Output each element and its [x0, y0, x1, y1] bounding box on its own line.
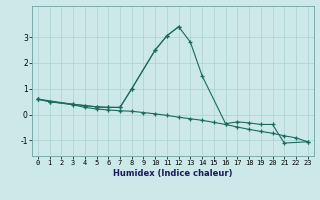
X-axis label: Humidex (Indice chaleur): Humidex (Indice chaleur)	[113, 169, 233, 178]
